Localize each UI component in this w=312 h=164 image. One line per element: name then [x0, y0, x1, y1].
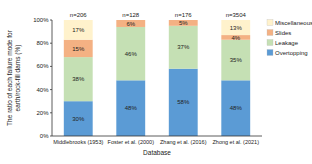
data-label: 15% [72, 46, 85, 52]
bar-segment [169, 20, 198, 26]
data-label: 17% [72, 27, 85, 33]
y-tick-label: 20% [36, 110, 49, 116]
y-tick [50, 112, 52, 113]
bar-segment [169, 69, 198, 136]
y-tick [50, 20, 52, 21]
legend-swatch [267, 50, 273, 56]
bar-segment [64, 57, 93, 101]
bar-segment [116, 20, 145, 27]
legend: Miscellaneous Slides Leakage Overtopping [267, 20, 312, 57]
annotation: n=176 [175, 12, 193, 18]
y-tick-label: 60% [36, 63, 49, 69]
y-axis-label-line: earth/rock-fill dams (%) [14, 45, 22, 112]
annotation: n=3504 [226, 12, 247, 18]
data-label: 13% [230, 25, 243, 31]
y-tick [50, 136, 52, 137]
x-axis-label: Database [143, 149, 171, 156]
data-label: 37% [177, 44, 190, 50]
bar-segment [221, 40, 250, 81]
bars [64, 20, 250, 136]
bar-segment [169, 26, 198, 69]
legend-label: Miscellaneous [275, 20, 312, 26]
y-axis-label-line: The ratio of each failure mode for [6, 29, 13, 126]
y-axis-label: The ratio of each failure mode forearth/… [6, 29, 22, 126]
data-label: 48% [230, 105, 243, 111]
x-axis [52, 136, 262, 137]
bar-segment [116, 27, 145, 80]
annotation: n=206 [70, 12, 88, 18]
bar-segment [64, 20, 93, 40]
legend-swatch [267, 20, 273, 26]
data-labels: 30% 48% 58% 48% 38% 46% 37% 35% 15% 6% 5% 4% 17% 13% [72, 20, 242, 122]
data-label: 48% [125, 105, 138, 111]
data-label: 38% [72, 76, 85, 82]
x-tick-label: Zhang et al. (2016) [160, 139, 207, 145]
annotation: n=128 [122, 12, 140, 18]
bar-segment [221, 20, 250, 35]
data-label: 30% [72, 116, 85, 122]
legend-label: Slides [275, 30, 291, 36]
x-tick-label: Zhong et al. (2021) [213, 139, 260, 145]
data-label: 4% [231, 35, 240, 41]
x-tick-label: Middlebrooks (1953) [53, 139, 103, 145]
y-tick [50, 43, 52, 44]
bar-segment [116, 80, 145, 136]
y-tick [50, 66, 52, 67]
y-tick-label: 0% [40, 133, 49, 139]
y-tick-label: 40% [36, 87, 49, 93]
data-label: 6% [126, 21, 135, 27]
legend-swatch [267, 40, 273, 46]
data-label: 58% [177, 99, 190, 105]
x-tick-label: Foster et al. (2000) [108, 139, 155, 145]
y-axis [52, 20, 53, 136]
bar-segment [221, 35, 250, 40]
y-tick-label: 80% [36, 40, 49, 46]
legend-label: Overtopping [275, 50, 308, 56]
data-label: 5% [179, 20, 188, 26]
legend-swatch [267, 30, 273, 36]
bar-segment [64, 40, 93, 57]
legend-label: Leakage [275, 40, 299, 46]
y-tick-label: 100% [33, 17, 49, 23]
bar-segment [221, 80, 250, 136]
y-tick [50, 89, 52, 90]
chart: 30% 48% 58% 48% 38% 46% 37% 35% 15% 6% 5% 4% 17% 13% n… [0, 0, 312, 164]
data-label: 35% [230, 57, 243, 63]
bar-segment [64, 101, 93, 136]
data-label: 46% [125, 51, 138, 57]
